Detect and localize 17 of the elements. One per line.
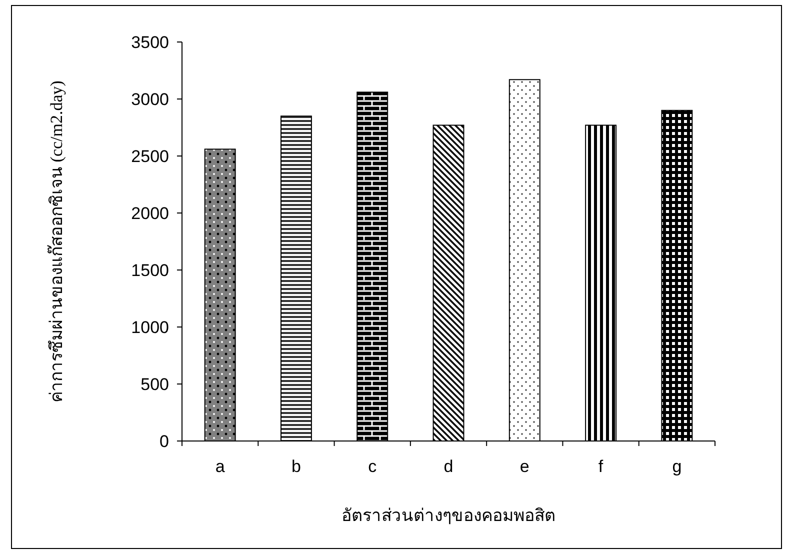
y-axis-title: ค่าการซึมผ่านของแก๊สออกซิเจน (cc/m2.day): [47, 80, 66, 402]
y-tick-label: 1000: [131, 318, 169, 337]
x-tick-label: e: [520, 457, 530, 476]
x-tick-label: b: [291, 457, 301, 476]
x-tick-label: a: [215, 457, 226, 476]
x-tick-label: f: [598, 457, 604, 476]
y-tick-label: 0: [160, 432, 169, 451]
x-tick-label: g: [672, 457, 682, 476]
y-tick-label: 500: [140, 375, 169, 394]
x-tick-label: d: [444, 457, 454, 476]
y-tick-label: 2500: [131, 147, 169, 166]
x-axis-title: อัตราส่วนต่างๆของคอมพอสิต: [342, 506, 556, 525]
y-tick-label: 2000: [131, 204, 169, 223]
y-tick-label: 1500: [131, 261, 169, 280]
y-tick-label: 3000: [131, 90, 169, 109]
x-tick-label: c: [368, 457, 378, 476]
y-tick-label: 3500: [131, 33, 169, 52]
